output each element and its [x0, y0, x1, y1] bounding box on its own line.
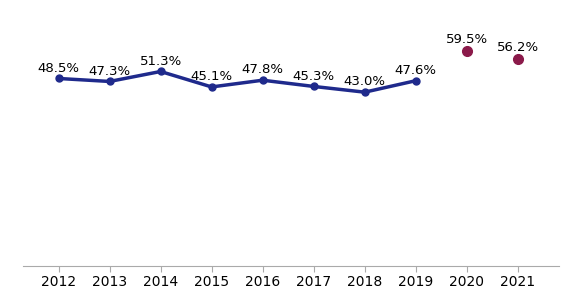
- Text: 47.3%: 47.3%: [88, 65, 131, 78]
- Text: 56.2%: 56.2%: [496, 41, 539, 54]
- Text: 47.8%: 47.8%: [242, 63, 284, 76]
- Text: 51.3%: 51.3%: [140, 55, 182, 68]
- Text: 43.0%: 43.0%: [344, 76, 386, 88]
- Text: 45.3%: 45.3%: [292, 70, 335, 83]
- Text: 45.1%: 45.1%: [190, 70, 233, 83]
- Text: 48.5%: 48.5%: [38, 62, 80, 75]
- Text: 47.6%: 47.6%: [394, 64, 437, 77]
- Text: 59.5%: 59.5%: [446, 33, 488, 46]
